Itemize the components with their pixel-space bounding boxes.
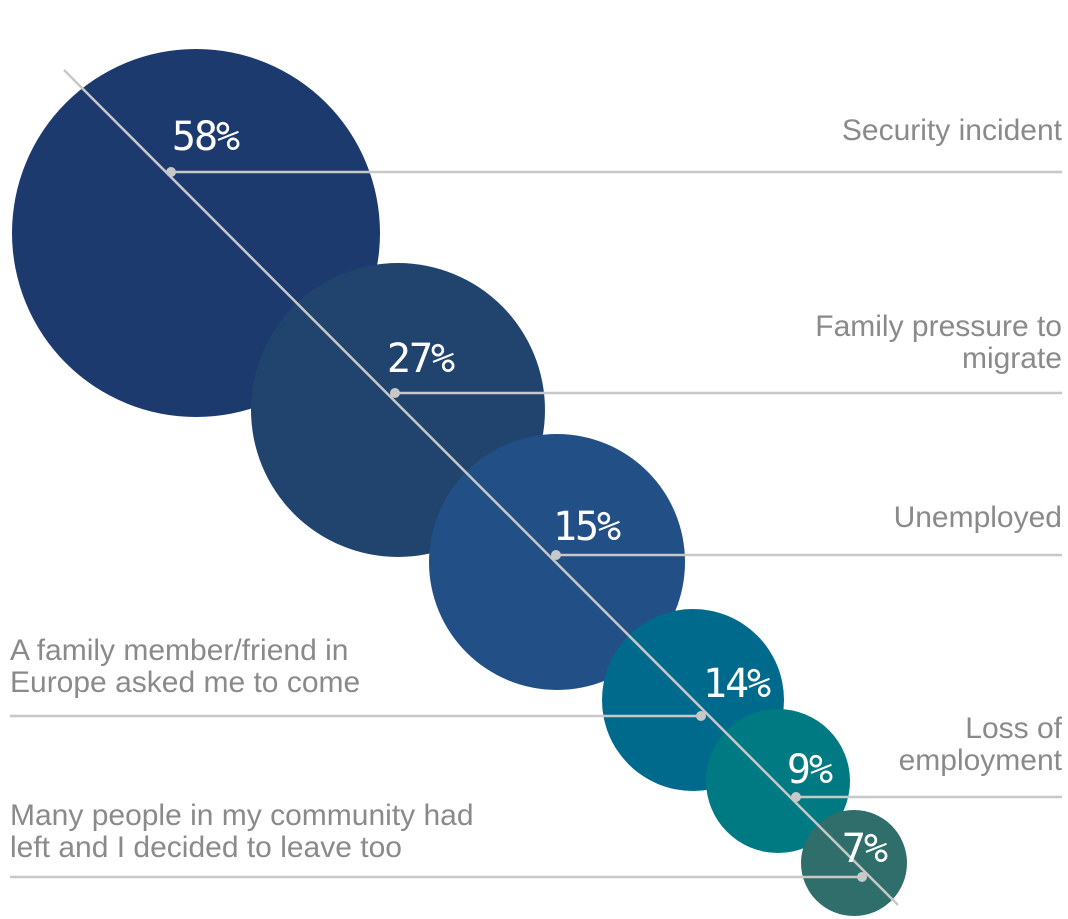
value-label-3: 14%	[703, 661, 771, 707]
value-label-2: 15%	[553, 504, 621, 550]
category-label-2: Unemployed	[894, 501, 1062, 534]
anchor-dot-2	[551, 550, 561, 560]
category-label-0: Security incident	[842, 114, 1063, 147]
category-label-5-line-1: left and I decided to leave too	[10, 831, 402, 864]
value-label-4: 9%	[787, 747, 833, 793]
category-label-2-line-0: Unemployed	[894, 501, 1062, 534]
labels-group: 58% Security incident 27% Family pressure t…	[10, 114, 1063, 872]
value-label-5: 7%	[842, 826, 888, 872]
diagonal-axis-line	[63, 69, 899, 906]
category-label-4-line-0: Loss of	[965, 712, 1062, 745]
value-label-1: 27%	[387, 336, 455, 382]
category-label-3: A family member/friend in Europe asked me…	[10, 634, 360, 699]
anchor-dot-3	[696, 711, 706, 721]
category-label-3-line-1: Europe asked me to come	[10, 666, 360, 699]
category-label-1: Family pressure to migrate	[815, 310, 1062, 375]
bubble-5	[801, 810, 907, 916]
category-label-4-line-1: employment	[899, 744, 1063, 777]
bubbles-group	[12, 49, 907, 916]
anchor-dot-4	[791, 792, 801, 802]
category-label-4: Loss of employment	[899, 712, 1063, 777]
category-label-1-line-0: Family pressure to	[815, 310, 1062, 343]
category-label-1-line-1: migrate	[962, 342, 1062, 375]
anchor-dot-5	[857, 872, 867, 882]
anchor-dot-1	[390, 388, 400, 398]
category-label-0-line-0: Security incident	[842, 114, 1063, 147]
value-label-0: 58%	[172, 114, 240, 160]
category-label-5-line-0: Many people in my community had	[10, 799, 474, 832]
category-label-3-line-0: A family member/friend in	[10, 634, 348, 667]
category-label-5: Many people in my community had left and …	[10, 799, 474, 864]
leader-lines-group	[10, 167, 1062, 882]
bubble-4	[706, 709, 850, 853]
anchor-dot-0	[166, 167, 176, 177]
